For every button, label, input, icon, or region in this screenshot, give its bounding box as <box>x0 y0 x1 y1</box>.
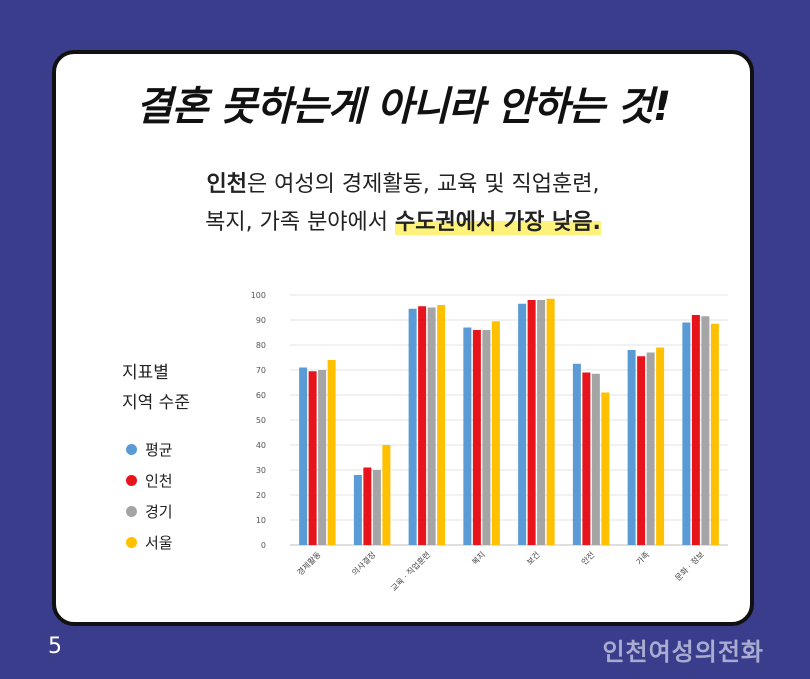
y-tick-label: 10 <box>256 516 266 525</box>
bar <box>363 467 372 545</box>
subtitle: 인천은 여성의 경제활동, 교육 및 직업훈련, 복지, 가족 분야에서 수도권… <box>56 166 750 242</box>
y-tick-label: 70 <box>256 366 266 375</box>
x-tick-label: 경제활동 <box>295 549 323 577</box>
bar <box>491 321 500 545</box>
bar <box>691 315 700 545</box>
bar <box>327 360 336 545</box>
bar <box>472 330 481 545</box>
bar <box>637 356 646 545</box>
legend-label-seoul: 서울 <box>145 534 173 552</box>
subtitle-line-1: 인천은 여성의 경제활동, 교육 및 직업훈련, <box>56 166 750 204</box>
bar <box>572 363 581 545</box>
legend-label-average: 평균 <box>145 441 173 459</box>
bar <box>318 370 327 545</box>
y-tick-label: 50 <box>256 416 266 425</box>
bar <box>518 303 527 545</box>
bar <box>656 347 665 545</box>
subtitle-line-2: 복지, 가족 분야에서 수도권에서 가장 낮음. <box>56 204 750 242</box>
subtitle-bold: 인천 <box>206 172 247 197</box>
x-tick-label: 의사결정 <box>350 549 378 577</box>
x-tick-label: 안전 <box>579 549 596 566</box>
bar <box>710 323 719 545</box>
legend-title-line-1: 지표별 <box>122 363 169 383</box>
x-tick-label: 가족 <box>635 550 652 567</box>
subtitle-line2-plain: 복지, 가족 분야에서 <box>205 210 396 235</box>
bar <box>463 327 472 545</box>
y-tick-label: 100 <box>251 291 266 300</box>
y-tick-label: 20 <box>256 491 266 500</box>
legend-item-average: 평균 <box>126 434 173 465</box>
bar <box>582 372 591 545</box>
legend-dot-incheon <box>126 475 137 486</box>
bar <box>627 350 636 545</box>
bar <box>646 352 655 545</box>
y-tick-label: 60 <box>256 391 266 400</box>
bar <box>408 308 417 545</box>
legend-title: 지표별 지역 수준 <box>122 358 190 418</box>
bar <box>591 373 600 545</box>
bar <box>482 330 491 545</box>
legend-dot-average <box>126 444 137 455</box>
y-tick-label: 0 <box>261 541 266 550</box>
page-number: 5 <box>48 634 62 659</box>
bar <box>682 322 691 545</box>
bar <box>353 475 362 545</box>
bar <box>299 367 308 545</box>
legend-item-incheon: 인천 <box>126 465 173 496</box>
bar <box>437 305 446 545</box>
y-tick-label: 90 <box>256 316 266 325</box>
y-tick-label: 80 <box>256 341 266 350</box>
bar <box>372 470 381 545</box>
bar <box>382 445 391 545</box>
bar <box>537 300 546 545</box>
legend-title-line-2: 지역 수준 <box>122 393 190 413</box>
bar <box>418 306 427 545</box>
y-tick-label: 40 <box>256 441 266 450</box>
chart-legend: 평균 인천 경기 서울 <box>126 434 173 558</box>
legend-item-seoul: 서울 <box>126 527 173 558</box>
x-tick-label: 교육 · 직업훈련 <box>389 549 433 593</box>
bar <box>701 316 710 545</box>
subtitle-highlight: 수도권에서 가장 낮음. <box>395 210 601 235</box>
bar <box>546 298 555 545</box>
y-tick-label: 30 <box>256 466 266 475</box>
x-tick-label: 문화 · 정보 <box>673 549 706 582</box>
legend-label-incheon: 인천 <box>145 472 173 490</box>
legend-label-gyeonggi: 경기 <box>145 503 173 521</box>
content-card: 결혼 못하는게 아니라 안하는 것! 인천은 여성의 경제활동, 교육 및 직업… <box>52 50 754 626</box>
legend-item-gyeonggi: 경기 <box>126 496 173 527</box>
brand-logo-text: 인천여성의전화 <box>602 638 764 666</box>
headline: 결혼 못하는게 아니라 안하는 것! <box>135 84 671 130</box>
bar <box>308 371 317 545</box>
bar <box>527 300 536 545</box>
legend-dot-gyeonggi <box>126 506 137 517</box>
bar <box>601 392 610 545</box>
legend-dot-seoul <box>126 537 137 548</box>
bar <box>427 307 436 545</box>
bar-chart: 0 10 20 30 40 50 60 70 80 90 100 경제활동 의사결정 교육 · 직업훈련 복… <box>251 291 728 593</box>
x-tick-label: 보건 <box>524 549 541 566</box>
x-tick-label: 복지 <box>470 550 487 567</box>
subtitle-line1-rest: 은 여성의 경제활동, 교육 및 직업훈련, <box>246 172 600 197</box>
